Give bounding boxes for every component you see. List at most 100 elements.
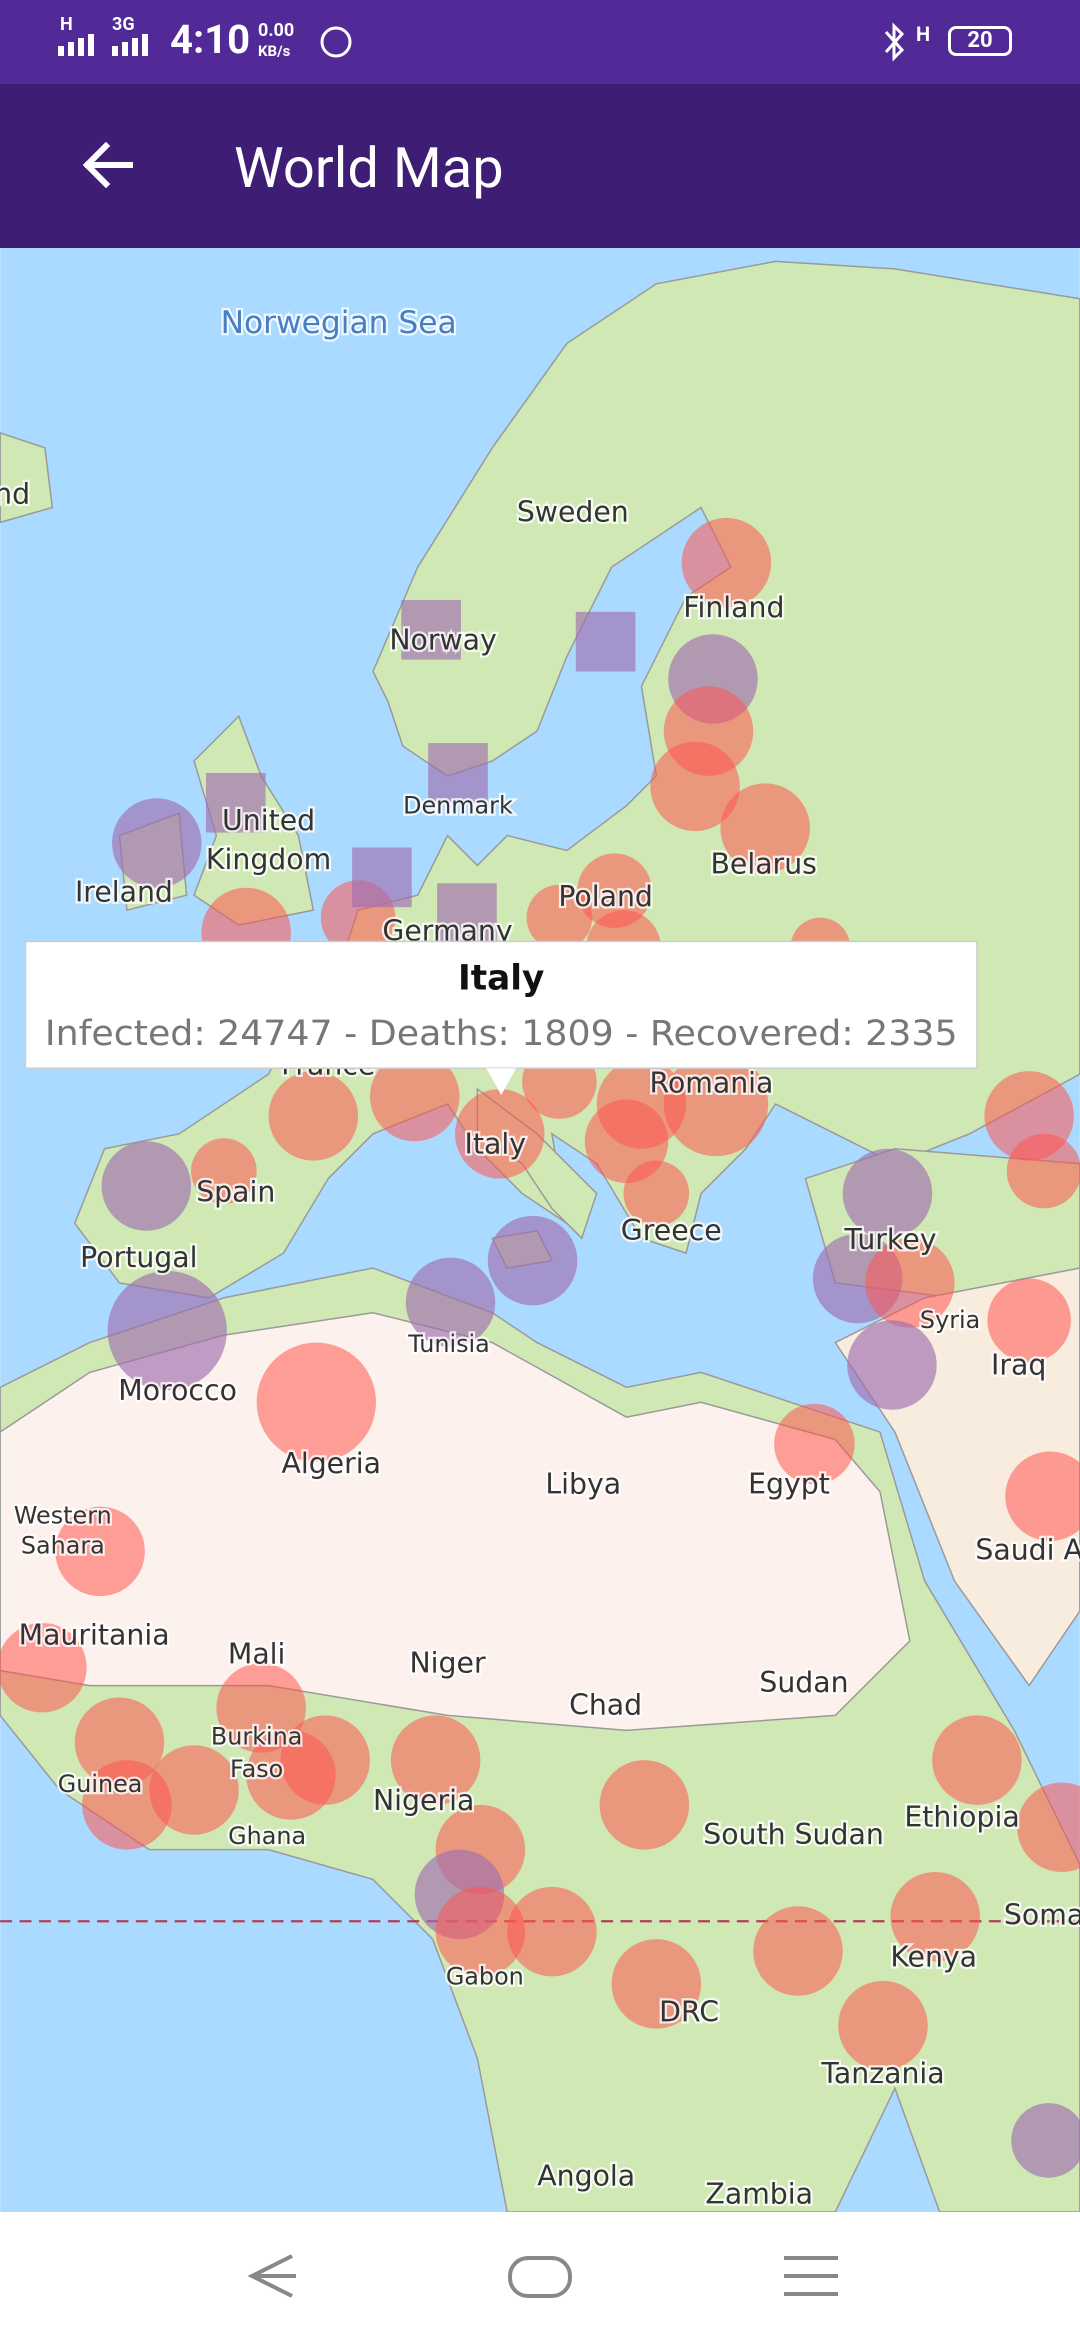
- country-label: DRC: [659, 1996, 719, 2029]
- country-label: United: [222, 804, 315, 837]
- nav-home[interactable]: [508, 2256, 572, 2298]
- marker[interactable]: [55, 1506, 145, 1597]
- marker[interactable]: [1011, 2103, 1080, 2178]
- country-label: Chad: [569, 1688, 642, 1721]
- country-label: Kenya: [890, 1940, 977, 1973]
- marker[interactable]: [932, 1715, 1022, 1805]
- marker[interactable]: [663, 1051, 769, 1157]
- map[interactable]: Norwegian Sea nd Sweden Finland Norway Denma…: [0, 248, 1080, 2212]
- country-label: Libya: [545, 1468, 621, 1501]
- marker[interactable]: [405, 1257, 496, 1348]
- country-label: Morocco: [118, 1374, 237, 1407]
- battery: 20: [948, 26, 1012, 56]
- marker[interactable]: [847, 1320, 937, 1410]
- marker[interactable]: [191, 1138, 257, 1204]
- country-label: Sahara: [21, 1531, 105, 1559]
- marker[interactable]: [205, 772, 266, 833]
- country-label: Iraq: [991, 1348, 1046, 1381]
- tooltip: Italy Infected: 24747 - Deaths: 1809 - R…: [24, 940, 978, 1096]
- country-label: Norway: [389, 624, 496, 657]
- marker[interactable]: [487, 1215, 578, 1306]
- marker[interactable]: [112, 798, 202, 888]
- marker[interactable]: [611, 1939, 702, 2029]
- marker[interactable]: [352, 847, 412, 908]
- country-label: Western: [14, 1502, 112, 1530]
- country-label: Faso: [230, 1755, 283, 1783]
- marker[interactable]: [774, 1403, 855, 1485]
- marker[interactable]: [1017, 1782, 1080, 1872]
- marker[interactable]: [107, 1271, 227, 1391]
- marker[interactable]: [507, 1886, 597, 1977]
- marker[interactable]: [753, 1906, 843, 1996]
- country-label: Tunisia: [407, 1330, 490, 1358]
- signal-type: 3G: [112, 14, 135, 35]
- clock: 4:10: [170, 16, 251, 63]
- marker[interactable]: [428, 743, 488, 803]
- country-label: Mauritania: [19, 1618, 170, 1651]
- back-button[interactable]: [74, 130, 144, 200]
- country-label: Soma: [1004, 1899, 1080, 1932]
- marker[interactable]: [526, 884, 593, 951]
- marker[interactable]: [720, 783, 810, 873]
- marker[interactable]: [256, 1342, 376, 1462]
- marker[interactable]: [838, 1980, 928, 2071]
- country-label: Poland: [558, 880, 653, 913]
- labels: nd Sweden Finland Norway Denmark United Kingdo…: [0, 475, 1080, 2212]
- nav-menu[interactable]: [784, 2256, 838, 2296]
- marker[interactable]: [268, 1071, 359, 1161]
- country-label: Algeria: [281, 1447, 381, 1480]
- marker[interactable]: [575, 611, 636, 672]
- country-label: Tanzania: [820, 2057, 944, 2090]
- marker[interactable]: [1006, 1133, 1080, 1209]
- nav-back[interactable]: [247, 2254, 296, 2298]
- country-label: Zambia: [705, 2178, 813, 2211]
- app-title: World Map: [234, 135, 504, 201]
- country-label: nd: [0, 478, 30, 511]
- country-label: Sudan: [759, 1666, 848, 1699]
- marker[interactable]: [1005, 1451, 1080, 1541]
- marker[interactable]: [681, 517, 772, 608]
- country-label: Sweden: [517, 495, 629, 528]
- country-label: Denmark: [403, 792, 513, 820]
- marker[interactable]: [577, 853, 652, 929]
- country-label: South Sudan: [703, 1818, 884, 1851]
- country-label: Ireland: [75, 876, 173, 909]
- net-speed: 0.00: [258, 20, 295, 41]
- country-label: Nigeria: [373, 1784, 474, 1817]
- country-label: Gabon: [446, 1962, 524, 1990]
- country-label: Ghana: [228, 1822, 306, 1850]
- country-label: Burkina: [211, 1722, 302, 1750]
- marker[interactable]: [437, 883, 497, 943]
- marker[interactable]: [246, 1730, 336, 1820]
- nav-icons: [247, 2254, 838, 2298]
- marker[interactable]: [454, 1089, 545, 1179]
- marker[interactable]: [82, 1760, 172, 1850]
- marker[interactable]: [650, 741, 740, 832]
- status-bar: H 3G 4:10 0.00 KB/s H 20: [0, 0, 1080, 84]
- marker[interactable]: [149, 1745, 239, 1835]
- marker[interactable]: [435, 1886, 526, 1977]
- marker[interactable]: [101, 1141, 192, 1231]
- marker[interactable]: [865, 1238, 955, 1328]
- bluetooth-icon: [884, 22, 905, 62]
- country-label: Guinea: [58, 1770, 143, 1798]
- country-label: Spain: [196, 1175, 275, 1208]
- net-speed-unit: KB/s: [258, 42, 291, 60]
- tooltip-text: Infected: 24747 - Deaths: 1809 - Recover…: [45, 1014, 958, 1054]
- country-label: Niger: [409, 1647, 485, 1680]
- marker[interactable]: [599, 1760, 690, 1850]
- tooltip-box: [24, 940, 978, 1069]
- marker[interactable]: [842, 1148, 933, 1239]
- country-label: Angola: [537, 2160, 635, 2193]
- country-label: Greece: [621, 1214, 722, 1247]
- country-label: Kingdom: [206, 843, 331, 876]
- country-label: Saudi A: [975, 1533, 1080, 1566]
- marker[interactable]: [369, 1051, 460, 1142]
- marker[interactable]: [390, 1715, 481, 1805]
- marker[interactable]: [890, 1871, 980, 1962]
- marker[interactable]: [401, 599, 461, 660]
- marker[interactable]: [216, 1663, 306, 1753]
- marker[interactable]: [0, 1622, 87, 1713]
- marker[interactable]: [987, 1278, 1071, 1362]
- marker[interactable]: [623, 1160, 690, 1227]
